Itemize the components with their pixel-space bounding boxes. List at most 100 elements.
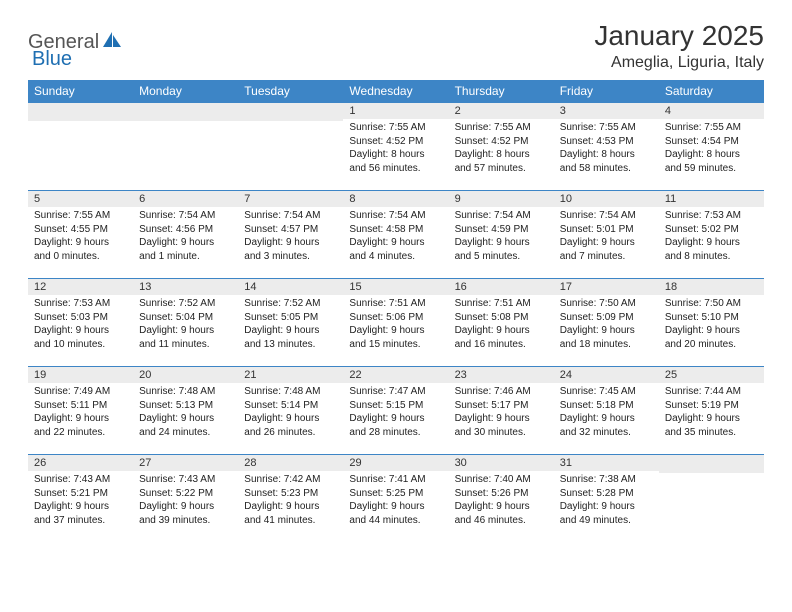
daylight-text-1: Daylight: 9 hours — [560, 500, 653, 514]
day-cell-body: Sunrise: 7:54 AMSunset: 4:57 PMDaylight:… — [238, 207, 343, 265]
calendar-week-row: 19Sunrise: 7:49 AMSunset: 5:11 PMDayligh… — [28, 367, 764, 455]
sunset-text: Sunset: 5:14 PM — [244, 399, 337, 413]
day-number: 10 — [554, 191, 659, 207]
day-number: 13 — [133, 279, 238, 295]
daylight-text-1: Daylight: 9 hours — [560, 324, 653, 338]
calendar-day-cell: 30Sunrise: 7:40 AMSunset: 5:26 PMDayligh… — [449, 455, 554, 543]
day-cell-body: Sunrise: 7:48 AMSunset: 5:14 PMDaylight:… — [238, 383, 343, 441]
day-number: 16 — [449, 279, 554, 295]
sunset-text: Sunset: 4:52 PM — [455, 135, 548, 149]
daylight-text-1: Daylight: 9 hours — [455, 412, 548, 426]
weekday-header: Sunday — [28, 80, 133, 103]
daylight-text-1: Daylight: 9 hours — [665, 236, 758, 250]
daylight-text-1: Daylight: 9 hours — [244, 500, 337, 514]
sunrise-text: Sunrise: 7:55 AM — [349, 121, 442, 135]
sunset-text: Sunset: 5:18 PM — [560, 399, 653, 413]
daylight-text-1: Daylight: 9 hours — [455, 500, 548, 514]
calendar-day-cell: 22Sunrise: 7:47 AMSunset: 5:15 PMDayligh… — [343, 367, 448, 455]
calendar-week-row: 5Sunrise: 7:55 AMSunset: 4:55 PMDaylight… — [28, 191, 764, 279]
day-number: 11 — [659, 191, 764, 207]
calendar-page: General January 2025 Ameglia, Liguria, I… — [0, 0, 792, 553]
daylight-text-2: and 22 minutes. — [34, 426, 127, 440]
calendar-day-cell: 6Sunrise: 7:54 AMSunset: 4:56 PMDaylight… — [133, 191, 238, 279]
daylight-text-2: and 11 minutes. — [139, 338, 232, 352]
day-cell-body: Sunrise: 7:50 AMSunset: 5:10 PMDaylight:… — [659, 295, 764, 353]
day-number: 30 — [449, 455, 554, 471]
sunset-text: Sunset: 4:53 PM — [560, 135, 653, 149]
day-number: 20 — [133, 367, 238, 383]
day-number: 31 — [554, 455, 659, 471]
day-number: 28 — [238, 455, 343, 471]
day-cell-body: Sunrise: 7:49 AMSunset: 5:11 PMDaylight:… — [28, 383, 133, 441]
day-cell-body: Sunrise: 7:52 AMSunset: 5:04 PMDaylight:… — [133, 295, 238, 353]
calendar-day-cell: 23Sunrise: 7:46 AMSunset: 5:17 PMDayligh… — [449, 367, 554, 455]
calendar-day-cell: 8Sunrise: 7:54 AMSunset: 4:58 PMDaylight… — [343, 191, 448, 279]
calendar-day-cell: 18Sunrise: 7:50 AMSunset: 5:10 PMDayligh… — [659, 279, 764, 367]
day-number — [133, 103, 238, 121]
day-cell-body: Sunrise: 7:55 AMSunset: 4:54 PMDaylight:… — [659, 119, 764, 177]
sunrise-text: Sunrise: 7:54 AM — [244, 209, 337, 223]
daylight-text-2: and 59 minutes. — [665, 162, 758, 176]
day-cell-body: Sunrise: 7:43 AMSunset: 5:21 PMDaylight:… — [28, 471, 133, 529]
daylight-text-1: Daylight: 9 hours — [244, 412, 337, 426]
daylight-text-2: and 4 minutes. — [349, 250, 442, 264]
daylight-text-2: and 37 minutes. — [34, 514, 127, 528]
day-cell-body — [28, 121, 133, 125]
calendar-day-cell: 1Sunrise: 7:55 AMSunset: 4:52 PMDaylight… — [343, 103, 448, 191]
weekday-header-row: Sunday Monday Tuesday Wednesday Thursday… — [28, 80, 764, 103]
daylight-text-1: Daylight: 9 hours — [139, 236, 232, 250]
day-cell-body: Sunrise: 7:41 AMSunset: 5:25 PMDaylight:… — [343, 471, 448, 529]
sunset-text: Sunset: 5:13 PM — [139, 399, 232, 413]
calendar-day-cell: 13Sunrise: 7:52 AMSunset: 5:04 PMDayligh… — [133, 279, 238, 367]
calendar-day-cell: 16Sunrise: 7:51 AMSunset: 5:08 PMDayligh… — [449, 279, 554, 367]
day-number: 9 — [449, 191, 554, 207]
sunrise-text: Sunrise: 7:54 AM — [349, 209, 442, 223]
sunset-text: Sunset: 4:55 PM — [34, 223, 127, 237]
day-cell-body — [238, 121, 343, 125]
sunset-text: Sunset: 5:26 PM — [455, 487, 548, 501]
daylight-text-2: and 39 minutes. — [139, 514, 232, 528]
day-cell-body: Sunrise: 7:40 AMSunset: 5:26 PMDaylight:… — [449, 471, 554, 529]
day-cell-body: Sunrise: 7:51 AMSunset: 5:06 PMDaylight:… — [343, 295, 448, 353]
sunset-text: Sunset: 5:05 PM — [244, 311, 337, 325]
day-number: 19 — [28, 367, 133, 383]
brand-sail-icon — [101, 30, 123, 55]
sunset-text: Sunset: 4:52 PM — [349, 135, 442, 149]
day-number: 22 — [343, 367, 448, 383]
sunrise-text: Sunrise: 7:54 AM — [455, 209, 548, 223]
calendar-day-cell: 20Sunrise: 7:48 AMSunset: 5:13 PMDayligh… — [133, 367, 238, 455]
calendar-day-cell: 19Sunrise: 7:49 AMSunset: 5:11 PMDayligh… — [28, 367, 133, 455]
daylight-text-2: and 56 minutes. — [349, 162, 442, 176]
calendar-day-cell: 27Sunrise: 7:43 AMSunset: 5:22 PMDayligh… — [133, 455, 238, 543]
calendar-day-cell: 21Sunrise: 7:48 AMSunset: 5:14 PMDayligh… — [238, 367, 343, 455]
calendar-day-cell: 11Sunrise: 7:53 AMSunset: 5:02 PMDayligh… — [659, 191, 764, 279]
sunset-text: Sunset: 4:59 PM — [455, 223, 548, 237]
daylight-text-1: Daylight: 9 hours — [244, 236, 337, 250]
sunrise-text: Sunrise: 7:52 AM — [244, 297, 337, 311]
day-number: 23 — [449, 367, 554, 383]
daylight-text-1: Daylight: 9 hours — [349, 412, 442, 426]
sunrise-text: Sunrise: 7:52 AM — [139, 297, 232, 311]
daylight-text-1: Daylight: 9 hours — [34, 412, 127, 426]
daylight-text-2: and 41 minutes. — [244, 514, 337, 528]
day-number: 25 — [659, 367, 764, 383]
sunrise-text: Sunrise: 7:50 AM — [665, 297, 758, 311]
daylight-text-1: Daylight: 9 hours — [349, 500, 442, 514]
sunset-text: Sunset: 5:23 PM — [244, 487, 337, 501]
daylight-text-2: and 26 minutes. — [244, 426, 337, 440]
day-cell-body: Sunrise: 7:54 AMSunset: 4:58 PMDaylight:… — [343, 207, 448, 265]
weekday-header: Saturday — [659, 80, 764, 103]
daylight-text-1: Daylight: 9 hours — [349, 324, 442, 338]
sunset-text: Sunset: 5:21 PM — [34, 487, 127, 501]
calendar-day-cell: 3Sunrise: 7:55 AMSunset: 4:53 PMDaylight… — [554, 103, 659, 191]
calendar-day-cell: 24Sunrise: 7:45 AMSunset: 5:18 PMDayligh… — [554, 367, 659, 455]
day-cell-body: Sunrise: 7:55 AMSunset: 4:52 PMDaylight:… — [449, 119, 554, 177]
daylight-text-1: Daylight: 9 hours — [244, 324, 337, 338]
calendar-day-cell: 25Sunrise: 7:44 AMSunset: 5:19 PMDayligh… — [659, 367, 764, 455]
sunrise-text: Sunrise: 7:48 AM — [139, 385, 232, 399]
daylight-text-2: and 18 minutes. — [560, 338, 653, 352]
day-number: 26 — [28, 455, 133, 471]
sunset-text: Sunset: 5:25 PM — [349, 487, 442, 501]
daylight-text-2: and 8 minutes. — [665, 250, 758, 264]
calendar-day-cell: 29Sunrise: 7:41 AMSunset: 5:25 PMDayligh… — [343, 455, 448, 543]
